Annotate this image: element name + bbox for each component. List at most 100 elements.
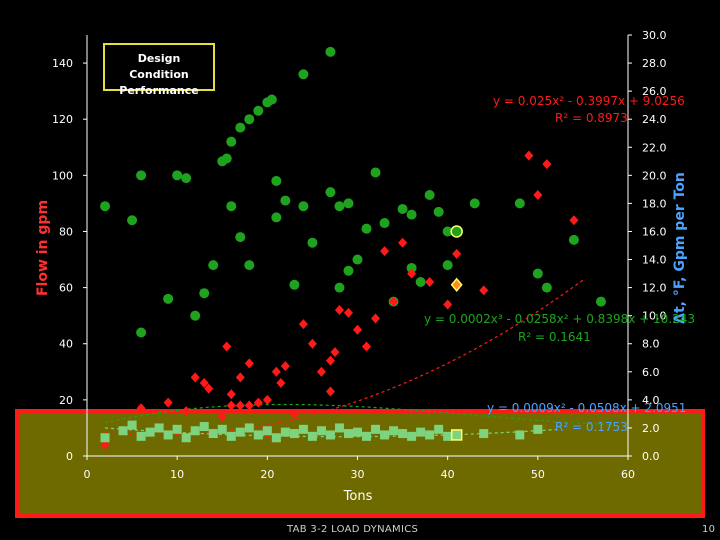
y-right-tick-label: 28.0 <box>642 57 667 70</box>
highlight-point-square <box>450 429 463 441</box>
x-tick-label: 20 <box>260 468 274 481</box>
point-diamond <box>271 366 281 377</box>
x-axis-label: Tons <box>343 489 373 504</box>
point-circle <box>541 282 552 293</box>
point-diamond <box>190 372 200 383</box>
point-diamond <box>325 386 335 397</box>
point-circle <box>172 170 183 181</box>
point-circle <box>253 105 264 116</box>
point-square <box>289 429 299 439</box>
point-circle <box>343 198 354 209</box>
point-square <box>217 424 227 434</box>
point-circle <box>334 282 345 293</box>
y-left-tick-label: 20 <box>59 394 73 407</box>
point-square <box>398 429 408 439</box>
point-square <box>316 426 326 436</box>
point-circle <box>415 276 426 287</box>
point-circle <box>163 293 174 304</box>
point-square <box>380 430 390 440</box>
point-square <box>416 427 426 437</box>
point-diamond <box>280 361 290 372</box>
point-diamond <box>244 400 254 411</box>
point-diamond <box>524 150 534 161</box>
trendline-1 <box>104 403 611 426</box>
point-diamond <box>389 296 399 307</box>
y-right-tick-label: 26.0 <box>642 85 667 98</box>
point-square <box>443 431 453 441</box>
point-diamond <box>136 403 146 414</box>
point-diamond <box>307 338 317 349</box>
point-diamond <box>298 319 308 330</box>
point-square <box>127 420 137 430</box>
point-circle <box>406 209 417 220</box>
point-diamond <box>217 411 227 422</box>
point-circle <box>289 279 300 290</box>
point-square <box>172 424 182 434</box>
point-circle <box>266 94 277 105</box>
point-square <box>280 427 290 437</box>
x-tick-label: 10 <box>170 468 184 481</box>
point-diamond <box>235 400 245 411</box>
point-circle <box>532 268 543 279</box>
point-diamond <box>353 324 362 335</box>
point-circle <box>307 237 318 248</box>
x-tick-label: 60 <box>621 468 635 481</box>
point-square <box>118 426 128 436</box>
point-square <box>181 433 191 443</box>
point-square <box>244 423 254 433</box>
point-diamond <box>371 313 381 324</box>
point-circle <box>352 254 363 265</box>
point-circle <box>181 173 192 184</box>
point-square <box>253 430 263 440</box>
point-diamond <box>398 237 408 248</box>
point-square <box>136 431 146 441</box>
point-circle <box>226 201 237 212</box>
point-circle <box>334 201 345 212</box>
point-diamond <box>316 366 326 377</box>
point-circle <box>424 189 435 200</box>
point-square <box>362 431 372 441</box>
point-square <box>163 430 173 440</box>
y-left-tick-label: 140 <box>52 57 73 70</box>
point-diamond <box>407 268 417 279</box>
point-circle <box>343 265 354 276</box>
trendline-equation: y = 0.0009x² - 0.0508x + 2.0951 <box>487 401 686 415</box>
point-circle <box>244 260 255 271</box>
point-diamond <box>542 159 552 170</box>
x-tick-label: 50 <box>531 468 545 481</box>
point-square <box>262 426 272 436</box>
y-left-tick-label: 80 <box>59 225 73 238</box>
highlight-point-diamond <box>450 277 463 292</box>
y-left-tick-label: 120 <box>52 113 73 126</box>
point-circle <box>226 136 237 147</box>
point-square <box>145 427 155 437</box>
y-right-tick-label: 14.0 <box>642 254 667 267</box>
point-circle <box>397 204 408 215</box>
y-axis-left-label: Flow in gpm <box>35 200 51 296</box>
highlight-point-circle <box>450 225 463 238</box>
point-diamond <box>289 408 299 419</box>
point-diamond <box>479 285 489 296</box>
point-square <box>353 427 362 437</box>
x-tick-label: 0 <box>84 468 91 481</box>
point-circle <box>469 198 480 209</box>
y-right-tick-label: 20.0 <box>642 169 667 182</box>
point-circle <box>370 167 381 178</box>
point-circle <box>280 195 291 206</box>
point-circle <box>221 153 232 164</box>
footer-label: TAB 3-2 LOAD DYNAMICS <box>287 524 419 535</box>
chart-title-box: Design Condition Performance <box>103 43 215 97</box>
point-square <box>425 430 435 440</box>
trendline-equation: y = 0.0002x³ - 0.0258x² + 0.8398x + 10.2… <box>424 312 695 326</box>
point-square <box>199 422 209 432</box>
point-square <box>208 429 218 439</box>
point-diamond <box>330 347 340 358</box>
point-diamond <box>253 397 263 408</box>
y-axis-right-label: Δt, °F, Gpm per Ton <box>672 172 688 324</box>
y-right-tick-label: 10.0 <box>642 310 667 323</box>
point-square <box>307 431 317 441</box>
point-diamond <box>425 276 435 287</box>
point-circle <box>433 206 444 217</box>
